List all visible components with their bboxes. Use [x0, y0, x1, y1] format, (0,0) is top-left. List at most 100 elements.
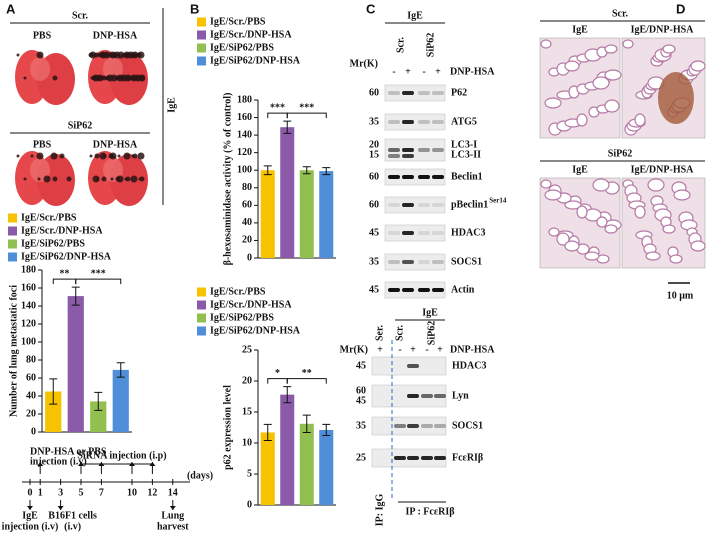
y-tick-label: 140 — [237, 129, 252, 140]
error-bar — [283, 386, 292, 404]
timeline-label: (i.v) — [64, 521, 81, 532]
blot-strip — [384, 224, 446, 242]
blot-band — [388, 231, 400, 235]
treatment-sign: + — [437, 344, 443, 355]
blot-band — [434, 394, 446, 398]
blot-strip — [384, 281, 446, 299]
significance-label: ** — [60, 268, 70, 279]
alveolus — [592, 76, 610, 90]
metastatic-foci — [52, 75, 58, 81]
legend-swatch — [197, 30, 206, 40]
blot-band — [402, 175, 414, 179]
timeline-label: SiRNA injection (i.p) — [77, 450, 166, 461]
y-tick-label: 15 — [242, 406, 252, 417]
metastatic-foci — [88, 52, 94, 58]
y-tick-label: 180 — [237, 94, 252, 105]
y-tick-label: 140 — [21, 300, 36, 311]
blot-band — [388, 288, 400, 292]
alveolus — [604, 44, 618, 54]
significance-label: *** — [91, 268, 106, 279]
mw-label: 25 — [356, 452, 366, 463]
band-label: LC3-II — [451, 149, 481, 160]
metastatic-foci — [36, 152, 44, 160]
blot-band — [402, 91, 414, 95]
group-label: Scr. — [612, 8, 629, 19]
alveolus — [604, 224, 618, 234]
metastatic-foci — [138, 177, 142, 181]
y-tick-label: 160 — [237, 112, 252, 123]
blot-band — [388, 91, 400, 95]
timeline-label: Lung — [161, 510, 184, 521]
blot-band — [388, 120, 400, 124]
band-label: HDAC3 — [451, 227, 485, 238]
metastatic-foci — [94, 153, 100, 159]
error-bar — [283, 120, 292, 134]
metastatic-foci — [99, 152, 107, 160]
condition-label: IgE/DNP-HSA — [631, 164, 695, 175]
y-tick-label: 0 — [31, 426, 36, 437]
lane-label: Scr. — [394, 324, 405, 341]
y-tick-label: 10 — [242, 437, 252, 448]
lung-photo — [30, 158, 50, 182]
blot-band — [407, 364, 419, 368]
timeline-day: 5 — [79, 487, 84, 498]
timeline-day: 7 — [99, 487, 104, 498]
metastatic-foci — [118, 76, 122, 80]
alveolus — [576, 205, 588, 219]
blot-strip — [384, 168, 446, 186]
legend-swatch — [197, 326, 206, 336]
blot-band — [388, 175, 400, 179]
metastatic-foci — [101, 176, 107, 182]
blot-band — [434, 424, 446, 428]
band-label: pBeclin1 — [451, 199, 488, 210]
mw-header: Mr(K) — [340, 344, 368, 355]
metastatic-foci — [110, 74, 118, 82]
lung-photo — [103, 57, 123, 81]
blot-header: IgE — [407, 10, 423, 21]
condition-label: IgE — [572, 164, 588, 175]
legend-swatch — [8, 213, 17, 223]
bar — [90, 401, 107, 432]
blot-band — [418, 148, 430, 152]
metastatic-foci — [23, 177, 27, 181]
y-tick-label: 160 — [21, 282, 36, 293]
blot-band — [402, 120, 414, 124]
blot-band — [402, 260, 414, 264]
metastatic-foci — [95, 75, 101, 81]
significance-label: * — [275, 368, 280, 379]
y-tick-label: 80 — [242, 182, 252, 193]
legend-swatch — [197, 17, 206, 27]
y-tick-label: 80 — [26, 354, 36, 365]
y-tick-label: 60 — [26, 372, 36, 383]
legend-swatch — [8, 226, 17, 236]
treatment-sign: + — [410, 344, 416, 355]
condition-label: DNP-HSA — [93, 139, 138, 150]
group-label: Scr. — [72, 10, 89, 21]
metastatic-foci — [102, 52, 108, 58]
scale-bar-label: 10 μm — [667, 290, 694, 301]
blot-band — [407, 424, 419, 428]
treatment-sign: + — [435, 66, 441, 77]
band-label: FcεRIβ — [452, 452, 483, 463]
treatment-sign: - — [422, 66, 425, 77]
metastatic-foci — [123, 152, 131, 160]
timeline-day: 12 — [147, 487, 157, 498]
group-label: SiP62 — [68, 120, 92, 131]
alveolus — [584, 251, 600, 261]
y-tick-label: 120 — [21, 318, 36, 329]
significance-bracket — [286, 112, 327, 119]
y-tick-label: 40 — [242, 217, 252, 228]
lane-label: Scr. — [395, 36, 406, 53]
metastatic-foci — [90, 76, 94, 80]
blot-band — [388, 203, 400, 207]
error-bar — [302, 166, 311, 175]
bar — [319, 171, 334, 258]
alveolus — [592, 178, 610, 192]
mw-label: 60 — [369, 199, 379, 210]
ip-label: IP : FcεRIβ — [406, 506, 455, 517]
timeline-day: 0 — [28, 487, 33, 498]
band-label: P62 — [451, 87, 467, 98]
metastatic-foci — [66, 176, 72, 182]
mw-label: 45 — [356, 395, 366, 406]
y-tick-label: 120 — [237, 147, 252, 158]
